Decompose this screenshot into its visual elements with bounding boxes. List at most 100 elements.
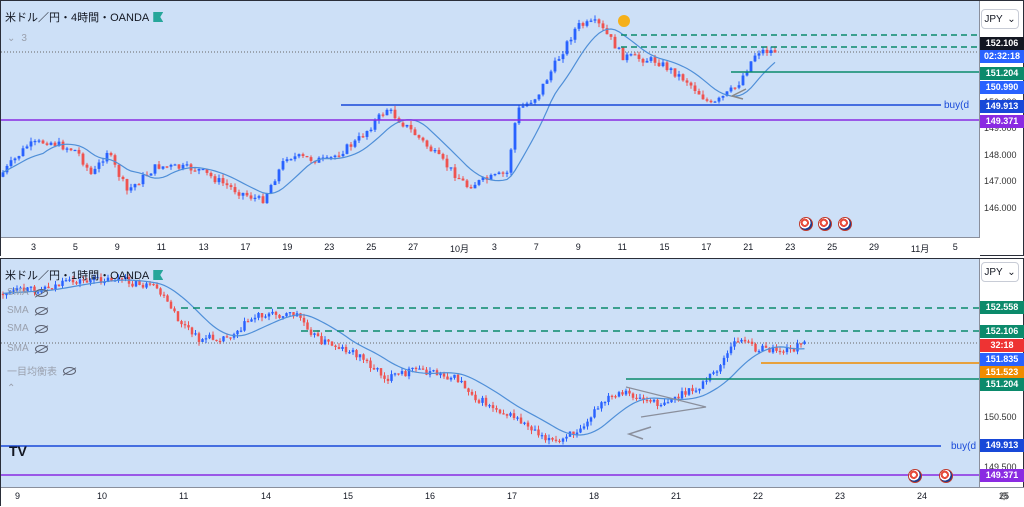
price-label: 149.371	[980, 469, 1024, 482]
price-axis-4h[interactable]: JPY⌄ 146.000147.000148.000149.000150.000…	[979, 1, 1024, 237]
time-tick: 19	[282, 242, 293, 252]
currency-selector[interactable]: JPY ⌄	[981, 9, 1019, 29]
eye-hidden-icon[interactable]	[63, 366, 76, 375]
chart-pane-1h[interactable]: 米ドル／円・1時間・OANDA SMA SMA SMA SMA 一目均衡表 ⌃ …	[0, 258, 1024, 507]
indicator-sma-2[interactable]: SMA	[7, 305, 48, 316]
indicator-sma-4[interactable]: SMA	[7, 343, 48, 354]
flag-icon	[153, 12, 164, 22]
us-flag-icon[interactable]	[799, 217, 813, 231]
candle-body	[157, 164, 161, 169]
time-tick: 17	[507, 491, 518, 501]
candle-body	[309, 329, 313, 335]
candle-body	[697, 91, 701, 95]
eye-hidden-icon[interactable]	[34, 324, 48, 333]
candle-body	[414, 367, 418, 370]
candle-body	[61, 141, 65, 150]
candle-body	[383, 375, 386, 379]
candle-body	[481, 397, 484, 403]
plot-area-4h[interactable]: 米ドル／円・4時間・OANDA ⌄ 3 buy(d	[1, 1, 980, 237]
candle-body	[233, 187, 237, 193]
candle-body	[257, 312, 260, 318]
us-flag-icon[interactable]	[939, 469, 953, 483]
candle-body	[726, 353, 729, 358]
us-flag-icon[interactable]	[818, 217, 832, 231]
time-tick: 23	[324, 242, 335, 252]
candle-body	[201, 168, 205, 171]
candle-body	[653, 57, 657, 63]
us-flag-icon[interactable]	[908, 469, 922, 483]
symbol-title-4h[interactable]: 米ドル／円・4時間・OANDA	[5, 9, 164, 25]
candle-body	[691, 388, 694, 392]
candle-body	[460, 380, 463, 383]
price-axis-1h[interactable]: JPY ⌄ 150.500 149.500 152.558 152.106 32:18 15…	[979, 259, 1024, 487]
candle-body	[19, 287, 22, 289]
tradingview-logo[interactable]: TV	[9, 443, 27, 459]
candle-body	[477, 400, 481, 403]
candle-body	[64, 280, 68, 282]
buy-label: buy(d	[944, 100, 970, 111]
candle-body	[457, 177, 461, 180]
collapse-indicators[interactable]: ⌃	[7, 383, 15, 394]
candle-body	[358, 354, 362, 358]
candle-body	[488, 405, 491, 407]
candle-body	[433, 150, 437, 152]
symbol-title-1h[interactable]: 米ドル／円・1時間・OANDA	[5, 267, 164, 283]
symbol-title-text: 米ドル／円・4時間・OANDA	[5, 12, 150, 24]
candle-body	[253, 317, 257, 320]
candle-body	[553, 60, 557, 72]
candle-body	[369, 129, 373, 132]
candle-body	[345, 144, 349, 154]
currency-selector[interactable]: JPY ⌄	[981, 262, 1019, 282]
candle-body	[557, 59, 561, 61]
candle-body	[579, 428, 582, 433]
time-tick: 10	[97, 491, 108, 501]
candle-body	[417, 135, 421, 138]
candle-body	[589, 417, 593, 422]
candle-body	[389, 109, 393, 111]
time-tick: 11	[617, 242, 627, 252]
candle-body	[297, 154, 301, 157]
candle-body	[229, 337, 232, 339]
candle-body	[365, 359, 369, 361]
candle-body	[351, 350, 355, 353]
collapse-indicators[interactable]: ⌄ 3	[7, 33, 27, 44]
time-axis-1h[interactable]: 9 10 11 14 15 16 17 18 21 22 23 24 25	[1, 487, 1024, 507]
candle-body	[637, 54, 641, 59]
candle-body	[379, 368, 383, 376]
candle-body	[558, 440, 561, 442]
candle-body	[737, 85, 741, 88]
candle-body	[638, 397, 642, 399]
us-flag-icon[interactable]	[838, 217, 852, 231]
candle-body	[529, 102, 533, 104]
candle-body	[292, 312, 295, 317]
candle-body	[673, 396, 677, 400]
candle-body	[278, 314, 281, 318]
plot-area-1h[interactable]: 米ドル／円・1時間・OANDA SMA SMA SMA SMA 一目均衡表 ⌃ …	[1, 259, 980, 487]
candle-body	[99, 277, 103, 283]
candle-body	[309, 157, 313, 161]
eye-hidden-icon[interactable]	[34, 306, 48, 315]
eye-hidden-icon[interactable]	[34, 344, 48, 353]
eye-hidden-icon[interactable]	[34, 288, 48, 297]
candle-body	[208, 334, 211, 339]
indicator-sma-3[interactable]: SMA	[7, 323, 48, 334]
candle-body	[698, 388, 701, 391]
arrow-annotation	[626, 426, 652, 440]
candle-body	[386, 378, 390, 381]
candle-body	[670, 399, 673, 403]
chart-pane-4h[interactable]: 米ドル／円・4時間・OANDA ⌄ 3 buy(d JPY ⌄ 146.000 14…	[0, 0, 1024, 257]
time-axis-4h[interactable]: 3 5 9 11 13 17 19 23 25 27 10月 3 7 9 11 15 17 21 23 25 29 11月…	[1, 237, 980, 257]
candle-body	[222, 336, 225, 342]
candle-body	[148, 283, 152, 285]
candle-body	[381, 114, 385, 116]
candle-body	[421, 368, 425, 370]
price-label: 152.106	[980, 37, 1024, 50]
indicator-sma-1[interactable]: SMA	[7, 287, 48, 298]
gear-icon[interactable]: ⚙	[999, 491, 1009, 503]
currency-text: JPY	[984, 13, 1003, 25]
candle-body	[330, 341, 334, 346]
candle-body	[213, 176, 217, 183]
candle-body	[701, 94, 705, 100]
indicator-ichimoku[interactable]: 一目均衡表	[7, 363, 76, 378]
candle-body	[281, 316, 285, 318]
